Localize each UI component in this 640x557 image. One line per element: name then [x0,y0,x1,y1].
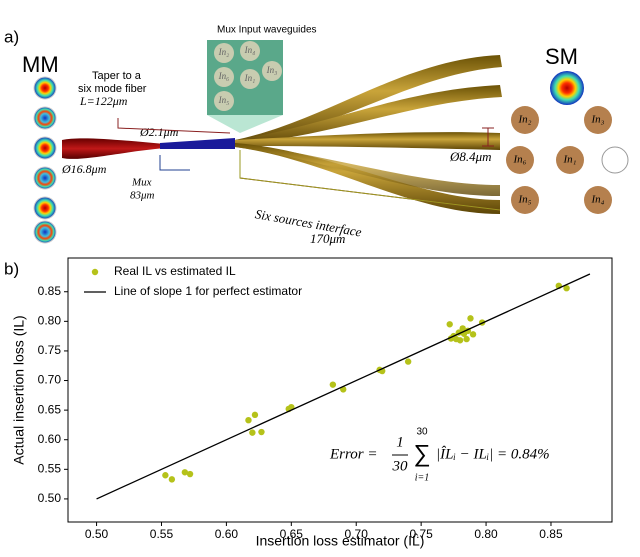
point [456,337,464,344]
panel-label: b) [4,259,19,278]
point [446,321,453,328]
port-label: In₅ [518,194,532,206]
point [469,331,477,338]
y-tick-label: 0.65 [38,402,62,416]
point [168,476,176,483]
inset-label: In₄ [244,45,256,55]
port-label: In₂ [518,114,532,126]
port-label: In₁ [563,154,577,166]
inset-core [240,41,260,61]
x-tick-label: 0.50 [85,527,109,541]
line [96,273,591,500]
port-label: In₃ [591,114,605,126]
inset-title: Mux Input waveguides [217,25,317,36]
point [467,315,474,322]
legend-swatch [91,268,99,276]
y-tick-label: 0.55 [38,461,62,475]
x-tick-label: 0.80 [474,527,498,541]
y-tick-label: 0.85 [38,284,62,298]
inset: In₂ In₃ In₆ In₁ In₅ In₄ [214,41,282,111]
point [245,416,252,424]
inset-core [214,67,234,87]
inset-label: In₂ [218,47,230,57]
y-tick-label: 0.50 [38,491,62,505]
interface-length: 170μm [310,231,345,246]
legend-label: Line of slope 1 for perfect estimator [114,284,302,298]
inset-label: In₃ [266,65,278,75]
point [463,335,470,343]
point [258,428,265,436]
chart: 0.50 0.55 0.60 0.65 0.70 0.75 0.80 0.85 0.50 0.55… [11,257,613,549]
inset-core [214,43,234,63]
point [181,469,189,476]
x-tick-label: 0.85 [539,527,563,541]
inset-core [214,91,234,111]
y-tick-label: 0.75 [38,343,62,357]
panel-label: a) [4,27,19,46]
formula: i=1 [415,472,430,483]
taper-text: Taper to a [92,70,142,82]
x-tick-label: 0.70 [345,527,369,541]
point [249,429,256,436]
point [329,381,337,388]
mux-label: Mux [131,177,152,189]
x-tick-label: 0.75 [409,527,433,541]
formula: ∑ [413,440,430,467]
formula: |ÎLᵢ − ILᵢ| = 0.84% [436,445,550,462]
waveguides [62,40,502,214]
port [511,106,539,134]
mm-label: MM [22,52,59,77]
legend-label: Real IL vs estimated IL [114,264,236,278]
port [511,186,539,214]
empty-port [601,146,629,174]
port-label: In₆ [513,154,527,166]
inset-label: In₁ [244,73,256,83]
x-tick-label: 0.65 [280,527,304,541]
port [556,146,584,174]
diagram: a) MM SM In₂ In₃ In₆ In₁ In₅ In₄ Mux Input wa… [4,25,629,246]
mode-icons [33,71,584,244]
point [186,470,194,478]
port [584,106,612,134]
y-tick-label: 0.60 [38,432,62,446]
port-label: In₄ [591,194,605,206]
formula: 30 [416,427,428,438]
ports: In₂ In₃ In₆ In₁ In₅ In₄ [506,106,612,214]
formula: 1 [396,434,404,450]
point [251,411,259,419]
taper-length: L=122μm [79,94,128,108]
diameter: Ø2.1μm [139,125,179,139]
formula: 30 [392,458,409,474]
inset-core [240,69,260,89]
point [563,284,570,292]
inset-label: In₆ [218,71,230,81]
point [162,472,169,479]
interface-label: Six sources interface [254,206,363,240]
diameter: Ø8.4μm [449,149,492,164]
x-tick-label: 0.55 [150,527,174,541]
plot-frame [67,257,613,523]
inset-core [262,61,282,81]
taper-text: six mode fiber [78,83,147,95]
point [404,358,412,365]
mux-length: 83μm [130,190,155,202]
port [584,186,612,214]
y-tick-label: 0.70 [38,373,62,387]
point [459,325,466,332]
sm-label: SM [545,44,578,69]
inset-label: In₅ [218,95,230,105]
y-axis-label: Actual insertion loss (IL) [11,315,27,464]
x-axis-label: Insertion loss estimator (IL̂) [256,532,425,548]
diameter: Ø16.8μm [61,162,107,176]
x-tick-label: 0.60 [215,527,239,541]
formula: Error = [329,446,378,462]
port [506,146,534,174]
y-tick-label: 0.80 [38,314,62,328]
